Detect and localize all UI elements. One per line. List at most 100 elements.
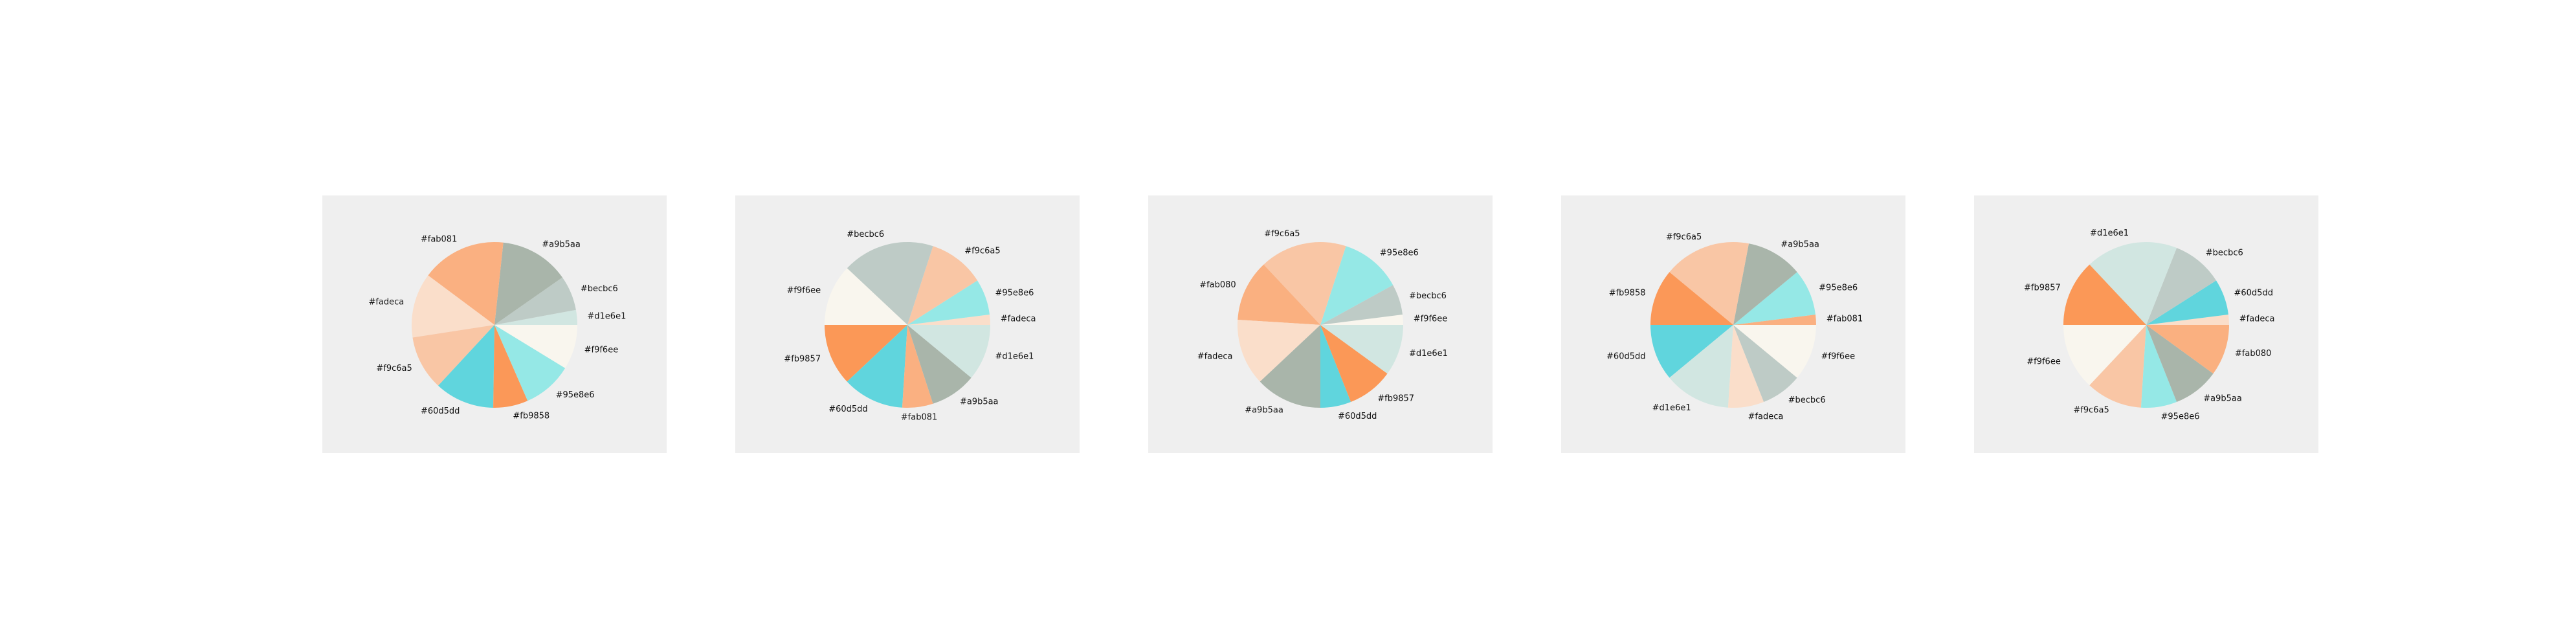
slice-label: #f9f6ee — [1414, 314, 1448, 324]
slice-label: #fb9857 — [2024, 283, 2061, 293]
pie-slice — [2146, 325, 2229, 374]
pie-slice — [1650, 272, 1733, 325]
pie-slice — [2140, 325, 2177, 408]
pie-chart-4: #fab081 #95e8e6 #a9b5aa #f9c6a5 #fb9858 #60d5… — [1561, 195, 1905, 453]
slice-label: #fb9857 — [784, 355, 821, 364]
pie-slice — [902, 325, 933, 408]
slice-label: #becbc6 — [847, 230, 884, 239]
pie-slice — [2146, 247, 2217, 325]
pie-svg: #fadeca #60d5dd #becbc6 #d1e6e1 #fb9857 #f9f6… — [2024, 228, 2275, 422]
slice-label: #fab080 — [1199, 280, 1236, 290]
slice-label: #95e8e6 — [2161, 412, 2200, 422]
slice-label: #d1e6e1 — [587, 311, 626, 321]
slice-label: #becbc6 — [1409, 291, 1447, 301]
slice-label: #d1e6e1 — [1652, 403, 1691, 413]
pie-slice — [494, 325, 566, 401]
slice-label: #60d5dd — [828, 405, 867, 414]
slice-label: #f9f6ee — [2026, 357, 2061, 367]
pie-slice — [2146, 325, 2214, 403]
slice-label: #95e8e6 — [1380, 249, 1419, 258]
slice-label: #fab081 — [1827, 314, 1863, 324]
slice-label: #fab081 — [901, 412, 938, 422]
slice-label: #a9b5aa — [960, 397, 999, 407]
slice-label: #fadeca — [1748, 412, 1784, 422]
slice-label: #a9b5aa — [2203, 394, 2242, 403]
pie-slice — [1263, 241, 1346, 325]
slice-label: #fadeca — [1001, 314, 1036, 324]
pie-slice — [1669, 242, 1749, 325]
slice-label: #a9b5aa — [1245, 406, 1283, 416]
pie-slice — [1733, 314, 1816, 325]
pie-slice — [825, 268, 907, 325]
pie-svg: #fadeca #95e8e6 #f9c6a5 #becbc6 #f9f6ee #fb98… — [784, 230, 1036, 422]
pie-slice — [494, 309, 577, 325]
pie-slice — [907, 325, 990, 378]
slice-label: #d1e6e1 — [1409, 349, 1448, 359]
pie-slice — [1320, 314, 1403, 325]
pie-slice — [2089, 242, 2177, 325]
pie-slice — [907, 325, 972, 404]
pie-slice — [438, 325, 494, 408]
slice-label: #becbc6 — [581, 284, 618, 294]
pie-svg: #d1e6e1 #becbc6 #a9b5aa #fab081 #fadeca #f9c6… — [368, 235, 626, 421]
pie-slice — [1260, 325, 1320, 408]
pie-slice — [2089, 325, 2146, 408]
slice-label: #fb9858 — [513, 412, 550, 421]
slice-label: #f9c6a5 — [1264, 229, 1300, 239]
pie-slice — [494, 242, 562, 325]
slice-label: #a9b5aa — [1781, 240, 1819, 250]
pie-svg: #f9f6ee #becbc6 #95e8e6 #f9c6a5 #fab080 #fade… — [1197, 229, 1448, 421]
pie-slice — [2063, 264, 2146, 325]
pie-slice — [825, 325, 907, 382]
pie-slice — [2146, 280, 2228, 325]
pie-chart-5: #fadeca #60d5dd #becbc6 #d1e6e1 #fb9857 #f9f6… — [1974, 195, 2318, 453]
pie-slice — [494, 325, 577, 368]
slice-label: #60d5dd — [2234, 289, 2272, 298]
slice-label: #fadeca — [368, 298, 404, 307]
pie-slice — [1733, 325, 1816, 378]
slice-label: #f9c6a5 — [964, 247, 1000, 256]
pie-slice — [2063, 325, 2146, 386]
pie-slice — [1733, 325, 1797, 403]
slice-label: #fadeca — [2239, 314, 2275, 324]
slice-label: #f9f6ee — [1821, 351, 1855, 361]
pie-slice — [847, 241, 933, 325]
slice-label: #95e8e6 — [1819, 283, 1858, 293]
slice-label: #f9c6a5 — [1666, 232, 1702, 242]
slice-label: #fb9857 — [1377, 394, 1414, 403]
slice-label: #fab081 — [421, 235, 458, 245]
slice-label: #becbc6 — [2206, 249, 2243, 258]
pie-svg: #fab081 #95e8e6 #a9b5aa #f9c6a5 #fb9858 #60d5… — [1606, 232, 1863, 422]
pie-slice — [907, 246, 978, 325]
pie-slice — [1238, 264, 1320, 325]
pie-slice — [1727, 325, 1764, 408]
pie-slice — [1320, 285, 1403, 325]
slice-label: #d1e6e1 — [995, 351, 1034, 361]
pie-slice — [1669, 325, 1733, 408]
pie-slice — [428, 242, 504, 325]
slice-label: #fb9858 — [1609, 289, 1646, 298]
pie-slice — [1733, 243, 1797, 325]
slice-label: #60d5dd — [421, 406, 460, 416]
pie-slice — [412, 275, 494, 338]
pie-slice — [1320, 325, 1403, 374]
pie-chart-1: #d1e6e1 #becbc6 #a9b5aa #fab081 #fadeca #f9c6… — [322, 195, 667, 453]
pie-slice — [907, 314, 990, 325]
pie-chart-3: #f9f6ee #becbc6 #95e8e6 #f9c6a5 #fab080 #fade… — [1148, 195, 1493, 453]
pie-slice — [1320, 325, 1351, 408]
slice-label: #f9f6ee — [584, 346, 619, 355]
slice-label: #95e8e6 — [556, 390, 595, 400]
slice-label: #a9b5aa — [542, 240, 581, 250]
slice-label: #f9c6a5 — [376, 364, 412, 373]
pie-slice — [907, 280, 990, 325]
slice-label: #95e8e6 — [995, 289, 1034, 298]
pie-slice — [493, 325, 528, 408]
pie-slice — [1237, 319, 1320, 382]
pie-slice — [2146, 314, 2229, 325]
slice-label: #fab080 — [2235, 349, 2272, 359]
pie-slice — [847, 325, 907, 408]
pie-slice — [1733, 272, 1815, 325]
pie-slice — [1650, 325, 1733, 378]
slice-label: #f9c6a5 — [2073, 406, 2109, 416]
